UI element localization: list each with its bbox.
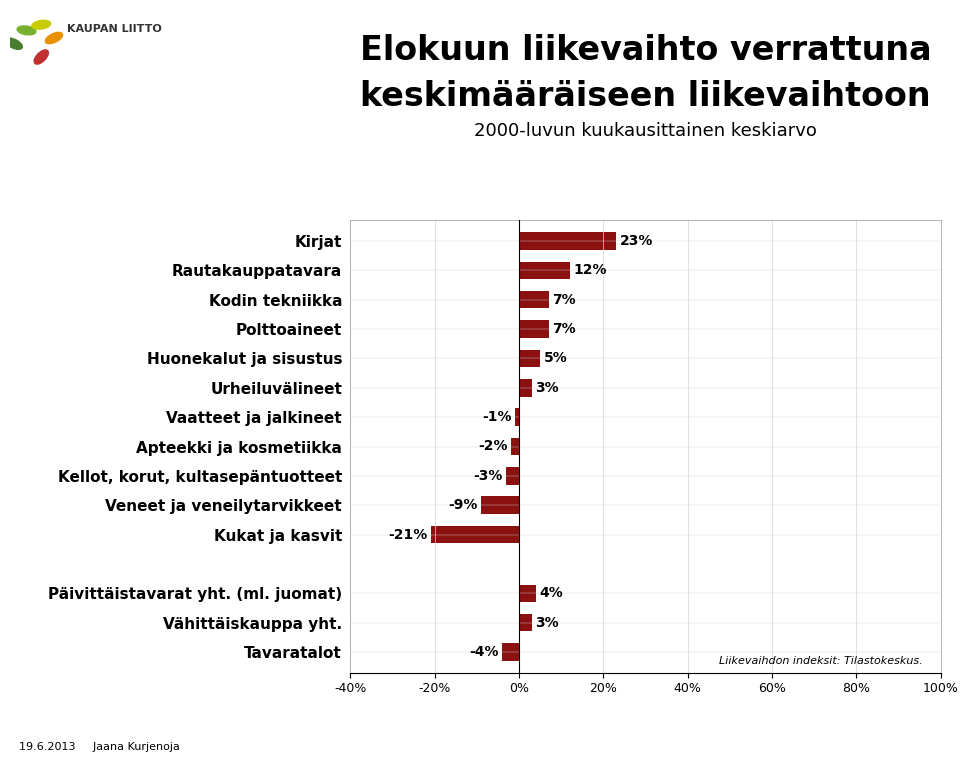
Text: -3%: -3% <box>473 469 503 483</box>
Text: -4%: -4% <box>469 645 499 659</box>
Bar <box>430 526 519 543</box>
Text: -2%: -2% <box>478 439 507 454</box>
Text: 19.6.2013     Jaana Kurjenoja: 19.6.2013 Jaana Kurjenoja <box>19 743 180 752</box>
Text: -21%: -21% <box>388 527 427 542</box>
Ellipse shape <box>35 50 48 64</box>
Ellipse shape <box>32 21 51 29</box>
Text: Elokuun liikevaihto verrattuna: Elokuun liikevaihto verrattuna <box>360 34 931 67</box>
Bar <box>481 496 519 514</box>
Bar <box>507 467 519 485</box>
Bar <box>519 350 540 367</box>
Text: 23%: 23% <box>619 234 653 248</box>
Ellipse shape <box>17 26 36 35</box>
Text: keskimääräiseen liikevaihtoon: keskimääräiseen liikevaihtoon <box>360 80 931 112</box>
Bar <box>519 614 532 632</box>
Text: -1%: -1% <box>482 410 512 424</box>
Bar <box>519 320 548 338</box>
Text: 3%: 3% <box>535 616 559 630</box>
Ellipse shape <box>45 33 62 43</box>
Text: Liikevaihdon indeksit: Tilastokeskus.: Liikevaihdon indeksit: Tilastokeskus. <box>719 656 924 666</box>
Text: -9%: -9% <box>448 499 478 512</box>
Text: 5%: 5% <box>543 351 567 366</box>
Text: 3%: 3% <box>535 381 559 394</box>
Bar <box>502 643 519 661</box>
Bar <box>519 379 532 397</box>
Text: KAUPAN LIITTO: KAUPAN LIITTO <box>66 24 161 33</box>
Bar <box>519 261 569 279</box>
Text: 7%: 7% <box>552 293 576 307</box>
Bar <box>511 438 519 455</box>
Text: 7%: 7% <box>552 322 576 336</box>
Bar <box>519 232 616 250</box>
Text: 2000-luvun kuukausittainen keskiarvo: 2000-luvun kuukausittainen keskiarvo <box>474 122 817 140</box>
Text: 12%: 12% <box>573 263 607 277</box>
Bar <box>519 291 548 309</box>
Bar <box>519 584 536 602</box>
Ellipse shape <box>5 38 22 49</box>
Bar <box>515 408 519 426</box>
Text: 4%: 4% <box>540 586 564 600</box>
